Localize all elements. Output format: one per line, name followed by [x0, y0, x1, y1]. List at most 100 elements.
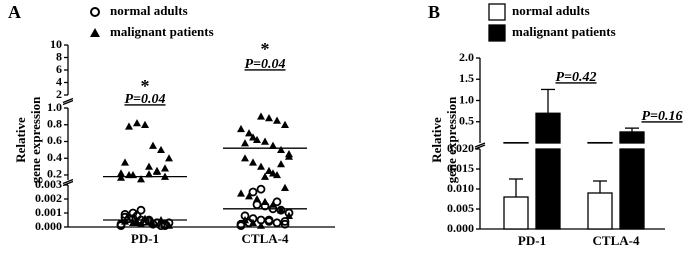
legend-label: malignant patients — [512, 24, 616, 39]
bar — [619, 131, 645, 144]
legend-label: malignant patients — [110, 24, 214, 39]
y-axis-label: Relative — [13, 117, 28, 163]
y-tick-label: 0.003 — [35, 177, 62, 191]
point — [272, 218, 282, 228]
point — [264, 215, 274, 225]
x-tick-label: CTLA-4 — [242, 231, 289, 246]
point — [165, 154, 173, 162]
point — [141, 120, 149, 128]
point — [273, 116, 281, 124]
point — [137, 175, 145, 183]
point — [245, 192, 253, 200]
significance-star: * — [261, 39, 270, 59]
axis-break — [62, 178, 74, 185]
point — [261, 172, 269, 180]
x-tick-label: CTLA-4 — [593, 233, 640, 248]
point — [128, 208, 138, 218]
y-tick-label: 0.020 — [447, 141, 474, 155]
point — [237, 189, 245, 197]
point — [133, 218, 141, 226]
bar — [503, 196, 529, 230]
y-axis-label: gene expression — [444, 96, 459, 184]
point — [133, 119, 141, 127]
point — [281, 120, 289, 128]
y-tick-label: 0.2 — [47, 167, 62, 181]
point — [257, 162, 265, 170]
point — [165, 221, 173, 229]
panel-label: A — [8, 2, 21, 22]
point — [256, 184, 266, 194]
y-tick-label: 8 — [56, 49, 62, 63]
point — [241, 139, 249, 147]
y-tick-label: 0.5 — [459, 114, 474, 128]
y-tick-label: 0.6 — [47, 133, 62, 147]
point — [285, 152, 293, 160]
y-tick-label: 1.0 — [47, 100, 62, 114]
point — [248, 187, 258, 197]
p-value: P=0.16 — [641, 109, 682, 124]
bar — [535, 112, 561, 144]
point — [141, 214, 149, 222]
point — [281, 183, 289, 191]
bar — [535, 148, 561, 230]
axis-break — [62, 99, 74, 106]
y-tick-label: 0.000 — [35, 219, 62, 233]
y-axis-label: Relative — [429, 117, 444, 163]
point — [145, 170, 153, 178]
axis-break — [474, 142, 486, 148]
bar — [619, 148, 645, 230]
point — [149, 141, 157, 149]
point — [157, 216, 165, 224]
point — [277, 145, 285, 154]
point — [241, 154, 249, 162]
point — [257, 112, 265, 120]
point — [277, 206, 285, 214]
y-tick-label: 4 — [56, 74, 62, 88]
legend-marker — [488, 3, 506, 21]
bar — [587, 192, 613, 230]
point — [257, 221, 265, 229]
y-tick-label: 2.0 — [459, 50, 474, 64]
point — [245, 129, 253, 137]
legend-marker — [90, 28, 100, 37]
point — [121, 158, 129, 166]
point — [285, 211, 293, 219]
point — [261, 137, 269, 145]
point — [161, 164, 169, 172]
point — [117, 169, 125, 177]
y-tick-label: 0.002 — [35, 191, 62, 205]
y-tick-label: 10 — [50, 37, 62, 51]
axis-break — [474, 144, 486, 150]
point — [269, 141, 277, 149]
y-tick-label: 0.4 — [47, 150, 62, 164]
x-tick-label: PD-1 — [518, 233, 546, 248]
point — [125, 122, 133, 130]
point — [253, 135, 261, 144]
panel-label: B — [428, 2, 440, 22]
point — [253, 195, 261, 203]
point — [249, 158, 257, 166]
y-tick-label: 2 — [56, 87, 62, 101]
point — [121, 217, 129, 225]
point — [249, 133, 257, 141]
p-value: P=0.42 — [555, 70, 596, 85]
point — [261, 197, 269, 205]
point — [236, 219, 246, 229]
legend-label: normal adults — [110, 3, 188, 18]
point — [136, 205, 146, 215]
y-tick-label: 1.0 — [459, 92, 474, 106]
legend-label: normal adults — [512, 3, 590, 18]
y-tick-label: 0.8 — [47, 116, 62, 130]
point — [149, 220, 157, 228]
point — [277, 160, 285, 168]
point — [249, 218, 257, 226]
x-tick-label: PD-1 — [131, 231, 159, 246]
p-value: P=0.04 — [244, 57, 285, 72]
point — [145, 162, 153, 170]
axis-break — [62, 97, 74, 104]
y-axis-label: gene expression — [28, 96, 43, 184]
y-tick-label: 0.001 — [35, 205, 62, 219]
y-tick-label: 0.005 — [447, 201, 474, 215]
